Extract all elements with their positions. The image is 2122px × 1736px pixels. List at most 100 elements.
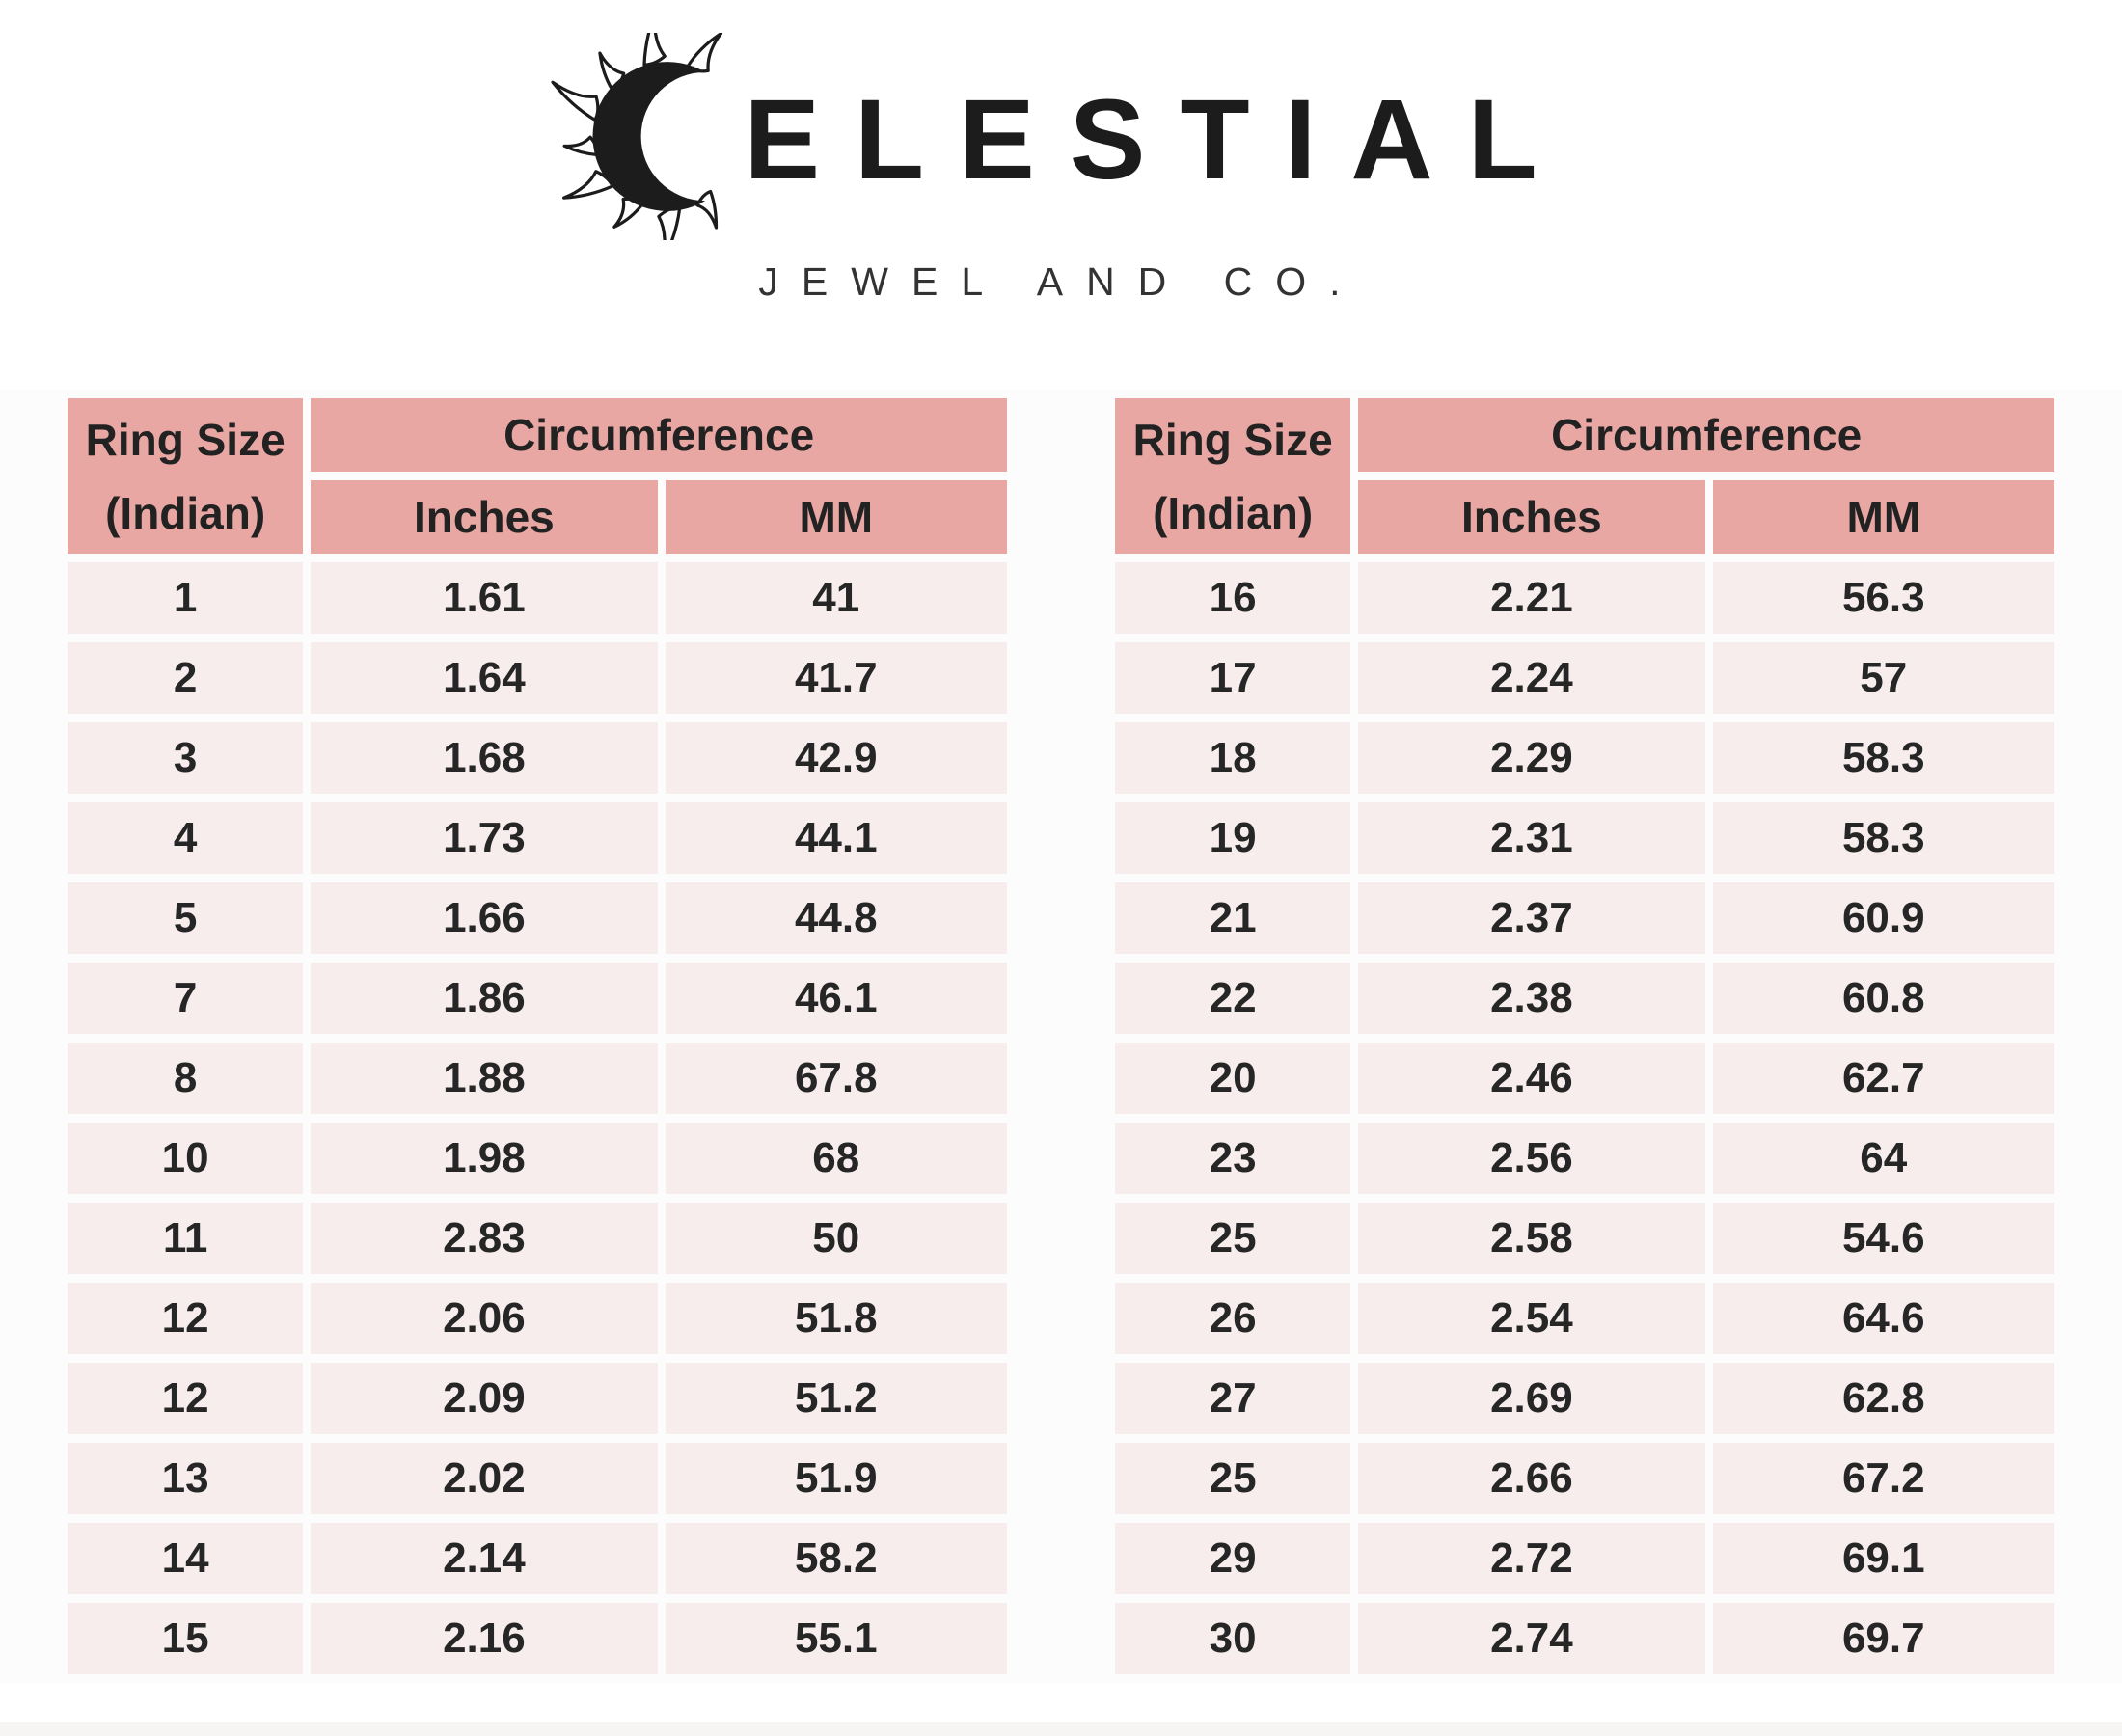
table-cell: 64 [1712,1123,2054,1194]
table-cell: 56.3 [1712,562,2054,634]
table-row: 22 2.38 60.8 [1115,963,2054,1034]
brand-logo: ELESTIAL JEWEL AND CO. [0,0,2122,305]
table-cell: 57 [1712,642,2054,714]
table-cell: 41 [665,562,1007,634]
table-cell: 2.46 [1358,1043,1705,1114]
ring-size-table-right: Ring Size (Indian) Circumference Inches … [1107,390,2062,1683]
table-cell: 67.2 [1712,1443,2054,1514]
table-cell: 41.7 [665,642,1007,714]
table-row: 7 1.86 46.1 [68,963,1007,1034]
header-ring-size-line2: (Indian) [105,487,266,538]
table-row: 29 2.72 69.1 [1115,1523,2054,1594]
header-inches: Inches [311,480,658,554]
table-cell: 3 [68,722,304,794]
table-cell: 62.7 [1712,1043,2054,1114]
table-row: 20 2.46 62.7 [1115,1043,2054,1114]
table-row: 18 2.29 58.3 [1115,722,2054,794]
header-ring-size: Ring Size (Indian) [68,398,304,554]
table-body: 1 1.61 41 2 1.64 41.7 3 1.68 42.9 4 1.73 44.1 5 1.66 4… [68,562,1007,1674]
table-cell: 2.74 [1358,1603,1705,1674]
table-cell: 60.9 [1712,882,2054,954]
header-ring-size: Ring Size (Indian) [1115,398,1351,554]
table-cell: 2.29 [1358,722,1705,794]
table-row: 19 2.31 58.3 [1115,802,2054,874]
table-row: 25 2.58 54.6 [1115,1203,2054,1274]
table-cell: 2.66 [1358,1443,1705,1514]
table-cell: 5 [68,882,304,954]
table-cell: 67.8 [665,1043,1007,1114]
table-row: 8 1.88 67.8 [68,1043,1007,1114]
table-cell: 69.7 [1712,1603,2054,1674]
table-row: 12 2.06 51.8 [68,1283,1007,1354]
table-cell: 15 [68,1603,304,1674]
table-cell: 69.1 [1712,1523,2054,1594]
table-cell: 10 [68,1123,304,1194]
table-cell: 51.9 [665,1443,1007,1514]
table-cell: 2.24 [1358,642,1705,714]
table-cell: 25 [1115,1443,1351,1514]
table-row: 16 2.21 56.3 [1115,562,2054,634]
table-cell: 2.02 [311,1443,658,1514]
table-cell: 2.38 [1358,963,1705,1034]
table-cell: 44.8 [665,882,1007,954]
table-cell: 1.61 [311,562,658,634]
table-cell: 1.73 [311,802,658,874]
table-cell: 22 [1115,963,1351,1034]
table-cell: 26 [1115,1283,1351,1354]
table-cell: 60.8 [1712,963,2054,1034]
table-row: 14 2.14 58.2 [68,1523,1007,1594]
table-cell: 44.1 [665,802,1007,874]
table-cell: 25 [1115,1203,1351,1274]
table-cell: 20 [1115,1043,1351,1114]
table-cell: 2.69 [1358,1363,1705,1434]
table-cell: 2.14 [311,1523,658,1594]
table-cell: 2.09 [311,1363,658,1434]
table-row: 3 1.68 42.9 [68,722,1007,794]
table-cell: 2.37 [1358,882,1705,954]
table-body: 16 2.21 56.3 17 2.24 57 18 2.29 58.3 19 2.31 58.3 21… [1115,562,2054,1674]
table-cell: 58.2 [665,1523,1007,1594]
table-cell: 30 [1115,1603,1351,1674]
table-cell: 1.66 [311,882,658,954]
table-row: 15 2.16 55.1 [68,1603,1007,1674]
table-row: 4 1.73 44.1 [68,802,1007,874]
table-cell: 1.64 [311,642,658,714]
table-cell: 4 [68,802,304,874]
table-cell: 2.58 [1358,1203,1705,1274]
table-cell: 13 [68,1443,304,1514]
crescent-sun-icon [551,33,723,240]
size-chart-section: Ring Size (Indian) Circumference Inches … [0,390,2122,1683]
table-cell: 7 [68,963,304,1034]
header-mm: MM [665,480,1007,554]
table-cell: 68 [665,1123,1007,1194]
ring-size-table-left: Ring Size (Indian) Circumference Inches … [60,390,1015,1683]
table-row: 26 2.54 64.6 [1115,1283,2054,1354]
table-cell: 46.1 [665,963,1007,1034]
table-cell: 51.2 [665,1363,1007,1434]
table-row: 5 1.66 44.8 [68,882,1007,954]
table-cell: 2.54 [1358,1283,1705,1354]
table-cell: 54.6 [1712,1203,2054,1274]
table-cell: 64.6 [1712,1283,2054,1354]
table-row: 12 2.09 51.2 [68,1363,1007,1434]
header-ring-size-line1: Ring Size [85,414,286,465]
table-cell: 2 [68,642,304,714]
table-cell: 1.98 [311,1123,658,1194]
table-cell: 1.88 [311,1043,658,1114]
table-cell: 1 [68,562,304,634]
table-cell: 42.9 [665,722,1007,794]
table-cell: 2.16 [311,1603,658,1674]
table-cell: 51.8 [665,1283,1007,1354]
table-cell: 18 [1115,722,1351,794]
table-cell: 2.72 [1358,1523,1705,1594]
table-row: 21 2.37 60.9 [1115,882,2054,954]
table-row: 27 2.69 62.8 [1115,1363,2054,1434]
bottom-strip [0,1722,2122,1736]
table-cell: 27 [1115,1363,1351,1434]
table-row: 17 2.24 57 [1115,642,2054,714]
header-inches: Inches [1358,480,1705,554]
table-cell: 2.83 [311,1203,658,1274]
table-cell: 21 [1115,882,1351,954]
header-mm: MM [1712,480,2054,554]
